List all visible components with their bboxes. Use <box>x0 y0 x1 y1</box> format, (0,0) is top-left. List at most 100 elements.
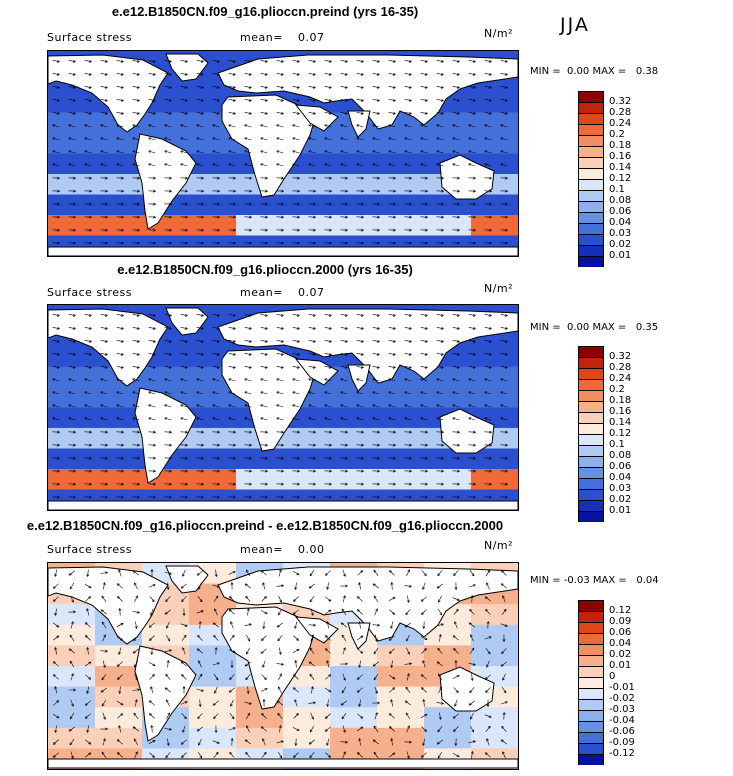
field-cell <box>95 727 143 749</box>
stress-arrow <box>276 378 284 382</box>
stress-arrow <box>276 339 285 343</box>
stress-arrow <box>436 430 445 434</box>
stress-arrow <box>292 228 301 232</box>
stress-arrow <box>84 700 91 706</box>
colorbar-label: 0.01 <box>609 250 632 261</box>
stress-arrow <box>436 469 445 473</box>
stress-arrow <box>404 339 413 343</box>
field-cell <box>471 624 518 646</box>
stress-arrow <box>452 189 461 193</box>
stress-arrow <box>260 648 267 654</box>
stress-arrow <box>404 59 413 63</box>
stress-arrow <box>149 713 155 719</box>
stress-arrow <box>500 352 509 356</box>
stress-arrow <box>404 85 413 89</box>
stress-arrow <box>292 163 300 167</box>
colorbar-swatch <box>578 743 604 754</box>
stress-arrow <box>436 583 443 589</box>
stress-arrow <box>500 150 508 154</box>
stress-arrow <box>132 417 140 421</box>
stress-arrow <box>420 596 427 602</box>
stress-arrow <box>406 595 410 604</box>
stress-arrow <box>372 150 380 154</box>
stress-arrow <box>180 495 189 499</box>
stress-arrow <box>324 163 332 167</box>
colorbar-label: 0.2 <box>609 129 625 140</box>
field-cell <box>424 645 472 667</box>
stress-arrow <box>116 661 123 667</box>
panel-3-mean-label: mean= <box>240 543 283 556</box>
stress-arrow <box>388 85 397 89</box>
stress-arrow <box>228 124 236 128</box>
stress-arrow <box>196 378 204 382</box>
stress-arrow <box>102 634 106 642</box>
stress-arrow <box>276 241 285 245</box>
stress-arrow <box>324 98 333 102</box>
stress-arrow <box>196 241 205 245</box>
field-cell <box>95 153 143 175</box>
stress-arrow <box>356 635 364 641</box>
stress-arrow <box>214 646 218 655</box>
stress-arrow <box>452 339 461 343</box>
stress-arrow <box>180 163 188 167</box>
stress-arrow <box>388 482 397 486</box>
stress-arrow <box>372 583 379 589</box>
stress-arrow <box>452 124 460 128</box>
stress-arrow <box>372 124 380 128</box>
stress-arrow <box>212 482 221 486</box>
stress-arrow <box>453 726 459 732</box>
stress-arrow <box>388 124 396 128</box>
field-cell <box>236 194 284 216</box>
stress-arrow <box>420 674 427 680</box>
stress-arrow <box>101 699 107 707</box>
stress-arrow <box>228 176 237 180</box>
stress-arrow <box>452 215 461 219</box>
colorbar-label: 0.04 <box>609 217 632 228</box>
colorbar-label: 0.01 <box>609 660 632 671</box>
stress-arrow <box>340 482 349 486</box>
stress-arrow <box>340 443 349 447</box>
stress-arrow <box>356 417 364 421</box>
stress-arrow <box>244 417 252 421</box>
stress-arrow <box>244 365 253 369</box>
stress-arrow <box>308 623 317 627</box>
stress-arrow <box>84 417 92 421</box>
stress-arrow <box>500 215 509 219</box>
field-cell <box>330 666 378 688</box>
stress-arrow <box>180 85 189 89</box>
stress-arrow <box>100 241 109 245</box>
stress-arrow <box>52 313 61 317</box>
stress-arrow <box>212 241 221 245</box>
colorbar-swatch <box>578 223 604 234</box>
stress-arrow <box>118 569 122 577</box>
stress-arrow <box>356 352 365 356</box>
stress-arrow <box>164 228 173 232</box>
field-cell <box>471 727 518 749</box>
stress-arrow <box>230 621 234 629</box>
stress-arrow <box>180 583 187 589</box>
panel-1-units: N/m² <box>484 27 514 40</box>
stress-arrow <box>148 189 157 193</box>
stress-arrow <box>164 85 173 89</box>
field-cell <box>142 112 190 134</box>
stress-arrow <box>356 378 364 382</box>
stress-arrow <box>421 609 427 615</box>
stress-arrow <box>372 456 381 460</box>
stress-arrow <box>100 339 109 343</box>
stress-arrow <box>469 687 475 694</box>
stress-arrow <box>374 608 378 616</box>
stress-arrow <box>308 339 317 343</box>
stress-arrow <box>388 72 397 76</box>
stress-arrow <box>453 648 459 654</box>
field-cell <box>377 174 425 195</box>
stress-arrow <box>325 752 331 758</box>
stress-arrow <box>502 634 506 643</box>
stress-arrow <box>436 124 444 128</box>
stress-arrow <box>229 634 235 641</box>
stress-arrow <box>404 456 413 460</box>
stress-arrow <box>196 404 204 408</box>
stress-arrow <box>340 365 349 369</box>
stress-arrow <box>388 176 397 180</box>
stress-arrow <box>389 752 396 758</box>
stress-arrow <box>372 176 381 180</box>
